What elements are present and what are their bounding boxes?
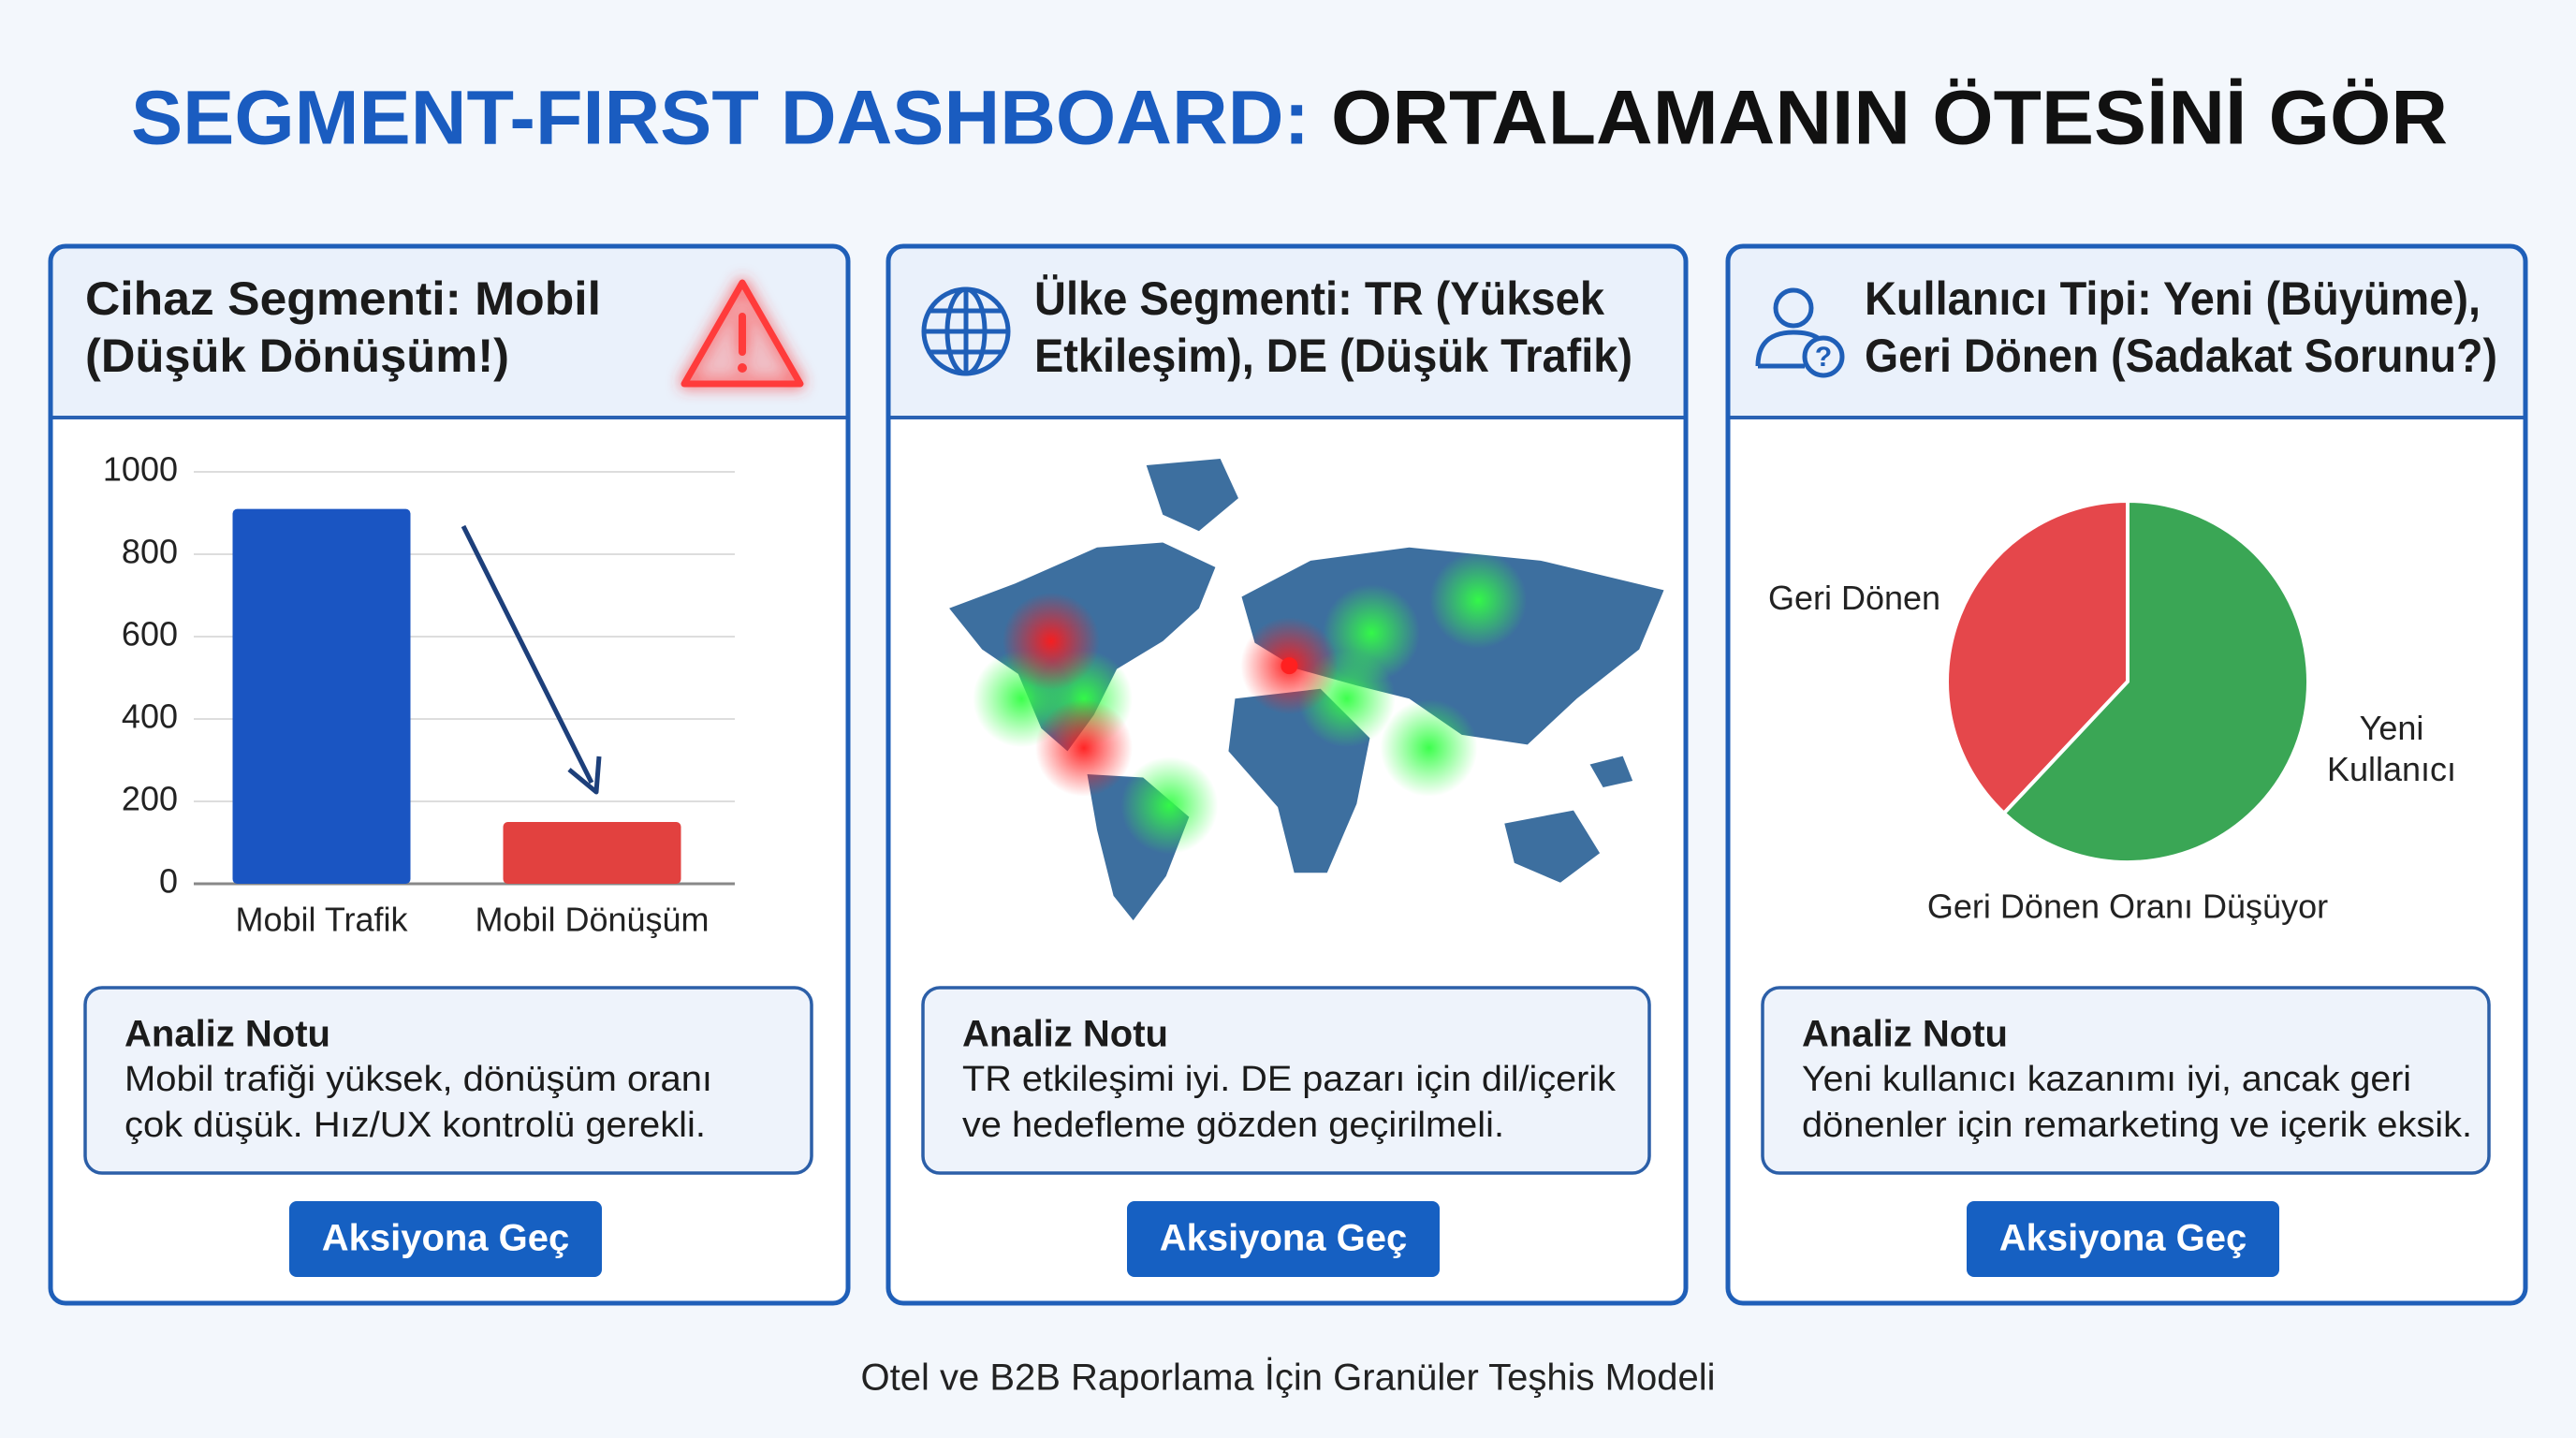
warning-icon xyxy=(681,279,804,388)
x-tick-label: Mobil Trafik xyxy=(235,901,408,939)
panel-border xyxy=(1725,243,2528,1306)
map-glow xyxy=(1380,698,1478,797)
pie-label: Geri Dönen xyxy=(1767,579,1941,617)
button-label: Aksiyona Geç xyxy=(1999,1218,2247,1259)
user-head xyxy=(1773,287,1814,329)
footer: Otel ve B2B Raporlama İçin Granüler Teşh… xyxy=(860,1357,1715,1399)
map-glow xyxy=(1120,756,1219,855)
continent xyxy=(1504,810,1601,883)
note-box xyxy=(1761,986,2491,1175)
action-button[interactable] xyxy=(289,1201,602,1277)
user-icon: ? xyxy=(1755,287,1845,378)
y-tick-label: 600 xyxy=(122,615,178,653)
y-tick-label: 400 xyxy=(122,697,178,736)
label-box: Geri Dönen xyxy=(1767,579,1941,617)
note-heading: Analiz Notu xyxy=(124,1014,330,1055)
note-box xyxy=(83,986,813,1175)
note-heading: Analiz Notu xyxy=(962,1014,1168,1055)
y-tick-label: 200 xyxy=(122,780,178,818)
panel-title: Geri Dönen (Sadakat Sorunu?) xyxy=(1865,330,2497,382)
note-box xyxy=(921,986,1651,1175)
trend-arrow xyxy=(461,524,594,785)
globe-parallels xyxy=(930,308,1002,355)
title-rest: ORTALAMANIN ÖTESİNİ GÖR xyxy=(1331,76,2448,161)
pie-slice xyxy=(2001,498,2310,864)
y-tick-label: 0 xyxy=(159,862,178,901)
y-tick-label: 1000 xyxy=(103,450,178,489)
pie-slice xyxy=(1945,498,2130,816)
panel-title: Etkileşim), DE (Düşük Trafik) xyxy=(1034,330,1632,382)
bar xyxy=(232,508,411,884)
title-lead: SEGMENT-FIRST DASHBOARD: xyxy=(131,76,1310,161)
warning-dot xyxy=(738,363,747,373)
note-text: Yeni kullanıcı kazanımı iyi, ancak geri xyxy=(1802,1060,2411,1099)
map-glow xyxy=(1035,698,1134,797)
question-mark: ? xyxy=(1815,342,1832,373)
bar xyxy=(503,822,681,884)
note-text: ve hedefleme gözden geçirilmeli. xyxy=(962,1106,1504,1145)
y-tick-label: 800 xyxy=(122,533,178,571)
note-text: TR etkileşimi iyi. DE pazarı için dil/iç… xyxy=(962,1060,1617,1099)
map-glow xyxy=(1002,592,1100,690)
button-label: Aksiyona Geç xyxy=(1160,1218,1408,1259)
map-glow xyxy=(1429,550,1528,649)
arrow-head xyxy=(567,756,602,795)
panel-header xyxy=(51,246,848,418)
panel-border xyxy=(886,243,1689,1306)
x-tick-label: Mobil Dönüşüm xyxy=(475,901,709,939)
panel-title: Ülke Segmenti: TR (Yüksek xyxy=(1034,272,1604,325)
action-button[interactable] xyxy=(1127,1201,1440,1277)
panel-title: (Düşük Dönüşüm!) xyxy=(85,330,509,382)
note-heading: Analiz Notu xyxy=(1802,1014,2008,1055)
action-button[interactable] xyxy=(1967,1201,2279,1277)
note-text: dönenler için remarketing ve içerik eksi… xyxy=(1802,1106,2472,1145)
panel-title: Kullanıcı Tipi: Yeni (Büyüme), xyxy=(1865,272,2481,325)
pie-annotation: Geri Dönen Oranı Düşüyor xyxy=(1927,888,2328,926)
note-text: çok düşük. Hız/UX kontrolü gerekli. xyxy=(124,1106,706,1145)
button-label: Aksiyona Geç xyxy=(322,1218,570,1259)
pie-label: Yeni Kullanıcı xyxy=(2326,709,2457,788)
panel-header xyxy=(888,246,1686,418)
panel-border xyxy=(48,243,851,1306)
globe-icon xyxy=(921,286,1011,376)
panel-title: Cihaz Segmenti: Mobil xyxy=(85,272,601,325)
continent xyxy=(1589,756,1633,788)
question-circle xyxy=(1802,335,1845,378)
label-box: Yeni Kullanıcı xyxy=(2326,709,2457,788)
user-body xyxy=(1755,330,1820,369)
panel-header xyxy=(1728,246,2525,418)
note-text: Mobil trafiği yüksek, dönüşüm oranı xyxy=(124,1060,712,1099)
continent xyxy=(1146,459,1238,532)
map-hotspot xyxy=(1281,657,1298,675)
